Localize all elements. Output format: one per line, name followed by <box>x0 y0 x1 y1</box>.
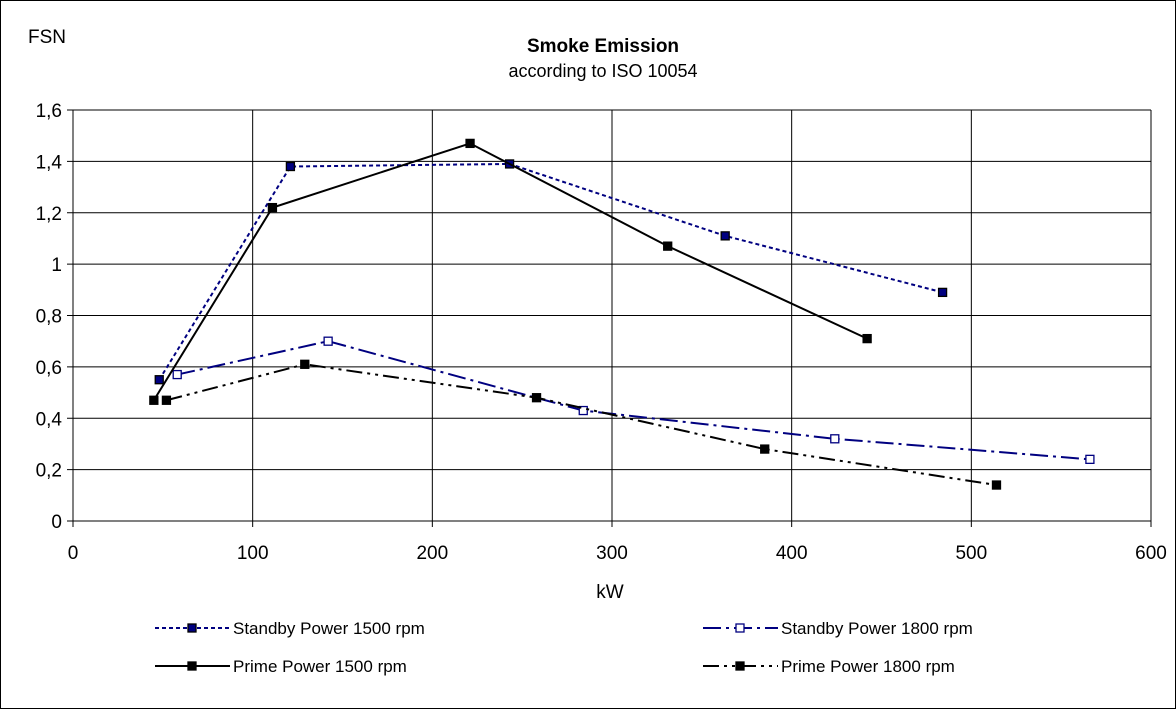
data-point <box>267 202 278 213</box>
series-line <box>158 162 943 381</box>
data-point <box>149 395 159 405</box>
data-point <box>323 336 333 346</box>
data-point <box>937 287 948 298</box>
y-tick-label: 0,2 <box>36 461 62 482</box>
series-2 <box>172 336 1095 465</box>
data-point <box>991 480 1002 490</box>
x-tick-label: 0 <box>68 543 79 564</box>
data-point <box>720 231 730 241</box>
chart-title: Smoke Emission <box>527 36 679 57</box>
y-tick-label: 1 <box>51 255 62 276</box>
series-3 <box>149 138 872 405</box>
series-layer <box>149 138 1095 490</box>
y-axis-label: FSN <box>28 27 66 48</box>
legend-item: Standby Power 1500 rpm <box>155 619 425 638</box>
data-point <box>1085 454 1095 465</box>
data-point <box>172 369 182 380</box>
grid-lines <box>67 109 1152 527</box>
x-tick-label: 500 <box>955 543 987 564</box>
x-tick-label: 600 <box>1135 543 1167 564</box>
data-point <box>285 161 296 172</box>
legend-marker <box>735 623 745 633</box>
legend-marker <box>187 623 197 633</box>
x-tick-label: 300 <box>596 543 628 564</box>
y-tick-label: 0,8 <box>36 307 62 328</box>
legend: Standby Power 1500 rpm Standby Power 1800… <box>155 619 973 676</box>
legend-item: Prime Power 1800 rpm <box>703 657 955 676</box>
y-tick-label: 0,6 <box>36 358 62 379</box>
legend-item: Standby Power 1800 rpm <box>703 619 973 638</box>
y-tick-label: 1,4 <box>36 152 63 173</box>
series-line <box>166 363 997 487</box>
axis-ticks: 0 0,2 0,4 0,6 0,8 1 1,2 1,4 1,6 0 100 200 300 400 500 6… <box>36 101 1167 564</box>
y-tick-label: 0,4 <box>36 409 63 430</box>
legend-label: Standby Power 1500 rpm <box>233 619 425 638</box>
data-point <box>830 434 840 444</box>
x-axis-label: kW <box>596 582 624 603</box>
data-point <box>300 359 310 369</box>
data-point <box>161 395 172 405</box>
chart-subtitle: according to ISO 10054 <box>508 61 697 81</box>
y-tick-label: 1,2 <box>36 204 62 225</box>
legend-label: Prime Power 1800 rpm <box>781 657 955 676</box>
data-point <box>465 138 475 149</box>
series-1 <box>154 159 948 385</box>
series-line <box>176 340 1090 461</box>
series-4 <box>161 359 1002 490</box>
legend-item: Prime Power 1500 rpm <box>155 657 407 676</box>
data-point <box>760 444 770 454</box>
y-tick-label: 1,6 <box>36 101 62 122</box>
data-point <box>862 333 872 344</box>
y-tick-label: 0 <box>51 512 62 533</box>
x-tick-label: 100 <box>237 543 269 564</box>
legend-marker <box>735 661 745 671</box>
legend-label: Standby Power 1800 rpm <box>781 619 973 638</box>
data-point <box>531 393 542 403</box>
data-point <box>663 241 673 251</box>
series-line <box>152 142 868 401</box>
x-tick-label: 200 <box>416 543 448 564</box>
legend-label: Prime Power 1500 rpm <box>233 657 407 676</box>
legend-marker <box>187 661 197 671</box>
data-point <box>154 375 164 385</box>
data-point <box>578 405 588 416</box>
x-tick-label: 400 <box>776 543 808 564</box>
